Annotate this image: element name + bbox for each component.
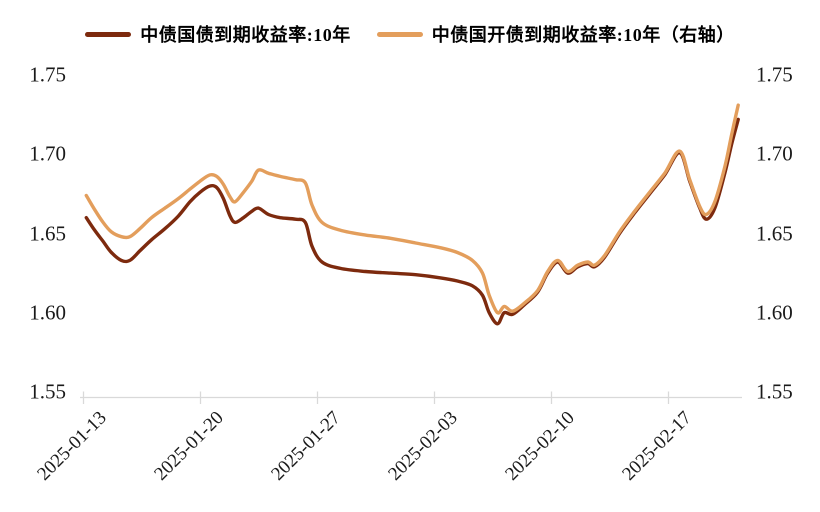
y-axis-right-tick-160: 1.60 (756, 300, 793, 325)
legend-label-treasury-10y: 中债国债到期收益率:10年 (140, 25, 351, 45)
treasury-line-swatch (85, 31, 132, 37)
legend-item-treasury-10y: 中债国债到期收益率:10年 (85, 21, 351, 47)
y-axis-right-tick-170: 1.70 (756, 141, 793, 166)
y-axis-left-tick-165: 1.65 (29, 221, 66, 246)
y-axis-left-tick-175: 1.75 (29, 62, 66, 87)
y-axis-left-tick-170: 1.70 (29, 141, 66, 166)
cdb-line-swatch (376, 31, 423, 37)
y-axis-right-tick-175: 1.75 (756, 62, 793, 87)
chart-legend: 中债国债到期收益率:10年 中债国开债到期收益率:10年（右轴） (0, 21, 820, 47)
y-axis-left-tick-160: 1.60 (29, 300, 66, 325)
y-axis-right-tick-165: 1.65 (756, 221, 793, 246)
y-axis-right-tick-155: 1.55 (756, 379, 793, 404)
y-axis-left-tick-155: 1.55 (29, 379, 66, 404)
legend-label-cdb-10y: 中债国开债到期收益率:10年（右轴） (431, 25, 735, 45)
legend-item-cdb-10y: 中债国开债到期收益率:10年（右轴） (376, 21, 735, 47)
